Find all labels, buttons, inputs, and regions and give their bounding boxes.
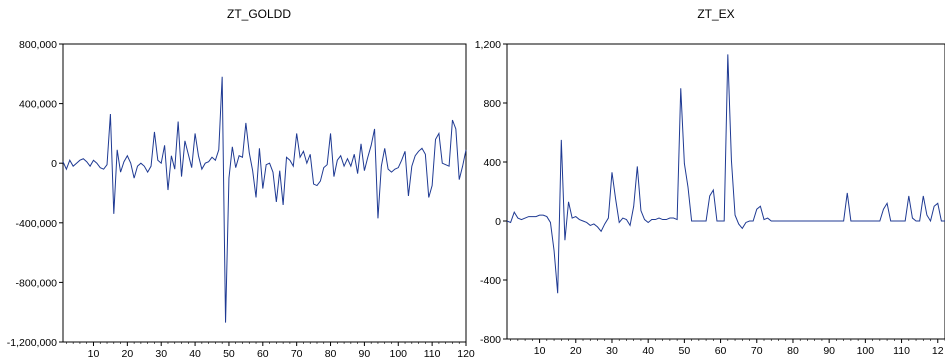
x-tick-label: 100 — [857, 345, 875, 357]
y-tick-label: 1,200 — [475, 39, 501, 51]
series-line — [506, 54, 945, 294]
x-tick-label: 70 — [751, 345, 763, 357]
x-tick-label: 50 — [223, 348, 235, 360]
chart-zt-ex: ZT_EX 1,200 800 400 0 -400 -800 10 20 30 40 50 60 7… — [475, 7, 945, 357]
chart-zt-goldd: ZT_GOLDD 800,000 400,000 0 -400,000 -800,000… — [7, 7, 475, 360]
x-tick-label: 20 — [570, 345, 582, 357]
y-tick-label: -400,000 — [16, 218, 58, 230]
x-tick-label: 50 — [679, 345, 691, 357]
y-tick-label: 400,000 — [19, 99, 57, 111]
x-tick-label: 80 — [325, 348, 337, 360]
x-tick-label: 100 — [390, 348, 408, 360]
x-tick-label: 40 — [189, 348, 201, 360]
y-tick-label: -400 — [480, 275, 501, 287]
x-tick-label: 120 — [457, 348, 475, 360]
y-tick-label: -800,000 — [16, 277, 58, 289]
x-tick-label: 12 — [932, 345, 944, 357]
x-tick-label: 110 — [424, 348, 441, 360]
chart-title: ZT_EX — [697, 7, 734, 21]
x-tick-label: 80 — [787, 345, 799, 357]
y-tick-label: 0 — [495, 216, 501, 228]
y-tick-label: 0 — [51, 158, 57, 170]
x-axis: 10 20 30 40 50 60 70 80 90 100 110 120 — [66, 342, 475, 360]
x-tick-label: 60 — [715, 345, 727, 357]
x-tick-label: 30 — [606, 345, 618, 357]
x-tick-label: 40 — [642, 345, 654, 357]
y-tick-label: -800 — [480, 334, 501, 346]
series-line — [62, 76, 467, 323]
x-tick-label: 10 — [88, 348, 100, 360]
x-tick-label: 30 — [155, 348, 167, 360]
y-tick-label: 800 — [483, 98, 501, 110]
x-tick-label: 110 — [893, 345, 910, 357]
x-tick-label: 70 — [291, 348, 303, 360]
y-axis: 800,000 400,000 0 -400,000 -800,000 -1,200,00… — [7, 39, 63, 349]
x-tick-label: 20 — [122, 348, 134, 360]
x-axis: 10 20 30 40 50 60 70 80 90 100 110 12 — [510, 339, 945, 357]
y-tick-label: -1,200,000 — [7, 337, 57, 349]
y-axis: 1,200 800 400 0 -400 -800 — [475, 39, 507, 346]
x-tick-label: 60 — [257, 348, 269, 360]
y-tick-label: 800,000 — [19, 39, 57, 51]
y-tick-label: 400 — [483, 157, 501, 169]
x-tick-label: 90 — [359, 348, 371, 360]
plot-frame — [62, 43, 467, 343]
x-tick-label: 10 — [534, 345, 546, 357]
plot-frame — [506, 43, 945, 340]
x-tick-label: 90 — [823, 345, 835, 357]
chart-title: ZT_GOLDD — [227, 7, 291, 21]
